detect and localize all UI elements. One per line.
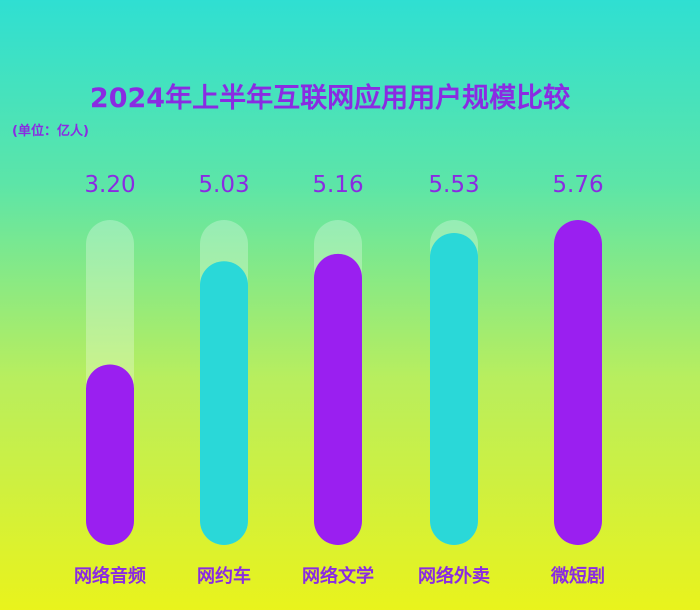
chart-title: 2024年上半年互联网应用用户规模比较	[89, 83, 571, 114]
x-tick-label: 网络音频	[74, 565, 146, 587]
bar	[200, 261, 248, 545]
x-tick-label: 网络外卖	[418, 565, 490, 587]
data-label: 5.16	[312, 172, 363, 198]
x-tick-label: 网络文学	[302, 565, 374, 587]
unit-label: (单位：亿人)	[12, 124, 89, 139]
x-tick-label: 微短剧	[550, 565, 605, 587]
bar	[314, 253, 362, 545]
bar	[554, 220, 602, 545]
data-label: 3.20	[84, 172, 135, 198]
data-label: 5.53	[428, 172, 479, 198]
bar	[86, 364, 134, 545]
x-tick-label: 网约车	[197, 565, 251, 587]
data-label: 5.76	[552, 172, 603, 198]
data-label: 5.03	[198, 172, 249, 198]
bar	[430, 232, 478, 546]
